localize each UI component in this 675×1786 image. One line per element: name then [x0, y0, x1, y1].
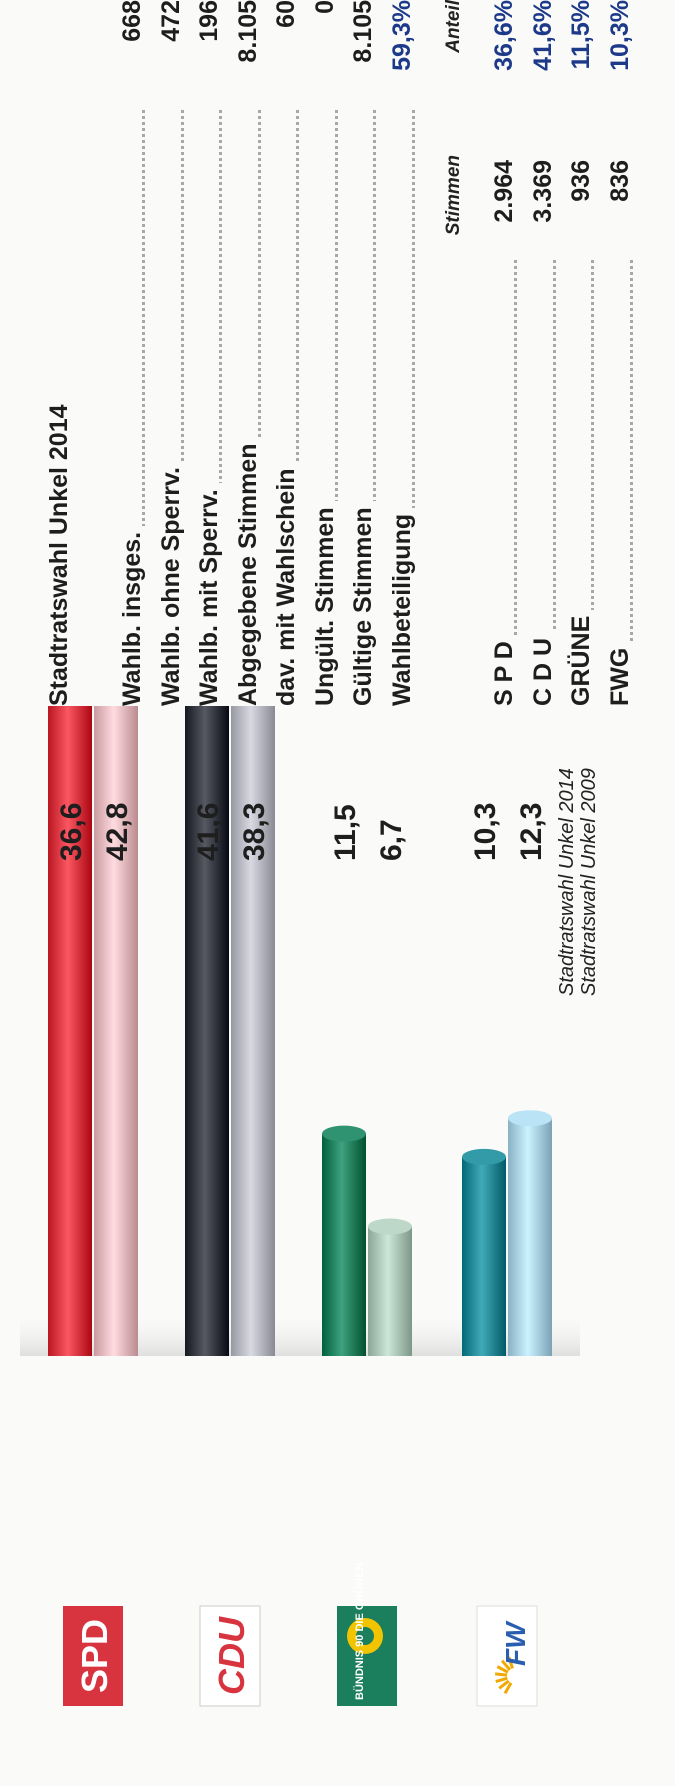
stat-row: Wahlbeteiligung 59,3%: [387, 0, 424, 706]
party-votes: 836: [605, 160, 635, 260]
stat-row: dav. mit Wahlschein 60: [272, 0, 308, 706]
party-votes: 2.964: [490, 160, 519, 260]
bar-grüne-2009: [368, 1226, 412, 1356]
logo-text: SPD: [74, 1619, 115, 1693]
party-label: S P D: [490, 635, 519, 706]
stat-value: 8.105: [349, 0, 378, 110]
bar-fwg-2009: [508, 1118, 552, 1356]
party-row: C D U 3.369 41,6%: [528, 0, 565, 706]
logo-fwg: FW: [476, 1605, 538, 1707]
party-row: S P D 2.964 36,6%: [490, 0, 526, 706]
stat-value: 8.105: [233, 0, 263, 110]
stat-label: Ungült. Stimmen: [310, 501, 340, 706]
value-label-cdu-2009: 38,3: [238, 803, 271, 861]
chart-floor: [20, 1316, 580, 1356]
party-logos: SPD CDU BÜNDNIS 90 DIE GRÜNEN FW: [63, 1562, 538, 1707]
party-label: GRÜNE: [567, 609, 596, 706]
bar-grüne-2014: [322, 1133, 366, 1356]
value-label-spd-2014: 36,6: [55, 803, 88, 861]
stat-label: dav. mit Wahlschein: [272, 462, 301, 706]
bar-spd-2014: [48, 706, 92, 1356]
legend: Stadtratswahl Unkel 2014 Stadtratswahl U…: [556, 768, 600, 996]
stat-row: Ungült. Stimmen 0: [310, 0, 347, 706]
logo-cdu: CDU: [199, 1605, 261, 1707]
party-share: 36,6%: [490, 0, 518, 71]
panel-title: Stadtratswahl Unkel 2014: [45, 404, 73, 706]
stat-label: Abgegebene Stimmen: [233, 437, 263, 706]
value-label-fwg-2014: 10,3: [469, 803, 502, 861]
legend-2014: Stadtratswahl Unkel 2014: [556, 768, 578, 996]
logo-text: FW: [500, 1620, 531, 1666]
value-labels: 36,6 42,8 41,6 38,3 11,5 6,7 10,3 12,3: [55, 803, 548, 861]
stat-value: 196: [195, 0, 224, 110]
stat-label: Wahlbeteiligung: [387, 507, 417, 706]
bar-chart: SPD CDU BÜNDNIS 90 DIE GRÜNEN FW 36,6 42,8 41…: [20, 706, 600, 1707]
party-share: 10,3%: [605, 0, 634, 71]
stat-row: Wahlb. mit Sperrv. 196: [195, 0, 231, 706]
party-share: 41,6%: [528, 0, 557, 71]
stat-row: Gültige Stimmen 8.105: [349, 0, 385, 706]
stat-label: Gültige Stimmen: [349, 501, 378, 706]
stat-value: 60: [272, 0, 301, 110]
stat-value: 0: [310, 0, 340, 110]
value-label-spd-2009: 42,8: [101, 803, 134, 861]
logo-grüne: BÜNDNIS 90 DIE GRÜNEN: [337, 1562, 397, 1706]
col-header-share: Anteil: [443, 0, 464, 53]
bar-cap: [508, 1110, 552, 1127]
value-label-fwg-2009: 12,3: [515, 803, 548, 861]
col-header-votes: Stimmen: [443, 155, 464, 236]
party-votes: 936: [567, 160, 596, 260]
stat-value: 472: [156, 0, 186, 110]
stat-row: Abgegebene Stimmen 8.105: [233, 0, 270, 706]
bar-fwg-2014: [462, 1156, 506, 1356]
value-label-grüne-2009: 6,7: [375, 819, 408, 861]
logo-spd: SPD: [63, 1606, 123, 1706]
dot-leader: [629, 260, 633, 706]
party-label: C D U: [528, 631, 558, 706]
party-share: 11,5%: [567, 0, 595, 70]
party-label: FWG: [605, 641, 635, 706]
bar-cap: [462, 1148, 506, 1165]
stat-label: Wahlb. mit Sperrv.: [195, 483, 224, 706]
stat-label: Wahlb. insges.: [118, 525, 147, 706]
logo-text: BÜNDNIS 90 DIE GRÜNEN: [353, 1562, 366, 1700]
stat-value: 59,3%: [387, 0, 417, 110]
stat-row: Wahlb. insges. 668: [118, 0, 154, 706]
bar-cdu-2014: [185, 706, 229, 1356]
stat-label: Wahlb. ohne Sperrv.: [156, 461, 186, 706]
bars: [48, 706, 552, 1356]
party-row: GRÜNE 936 11,5%: [567, 0, 603, 706]
bar-cdu-2009: [231, 706, 275, 1356]
logo-text: CDU: [211, 1616, 252, 1695]
bar-spd-2009: [94, 706, 138, 1356]
legend-2009: Stadtratswahl Unkel 2009: [578, 768, 600, 996]
stat-row: Wahlb. ohne Sperrv. 472: [156, 0, 193, 706]
bar-cap: [368, 1218, 412, 1235]
party-votes: 3.369: [528, 160, 558, 260]
value-label-cdu-2014: 41,6: [192, 803, 225, 861]
party-row: FWG 836 10,3%: [605, 0, 642, 706]
results-panel: Stadtratswahl Unkel 2014 Wahlb. insges. 6…: [0, 0, 675, 706]
value-label-grüne-2014: 11,5: [329, 804, 362, 861]
bar-cap: [322, 1125, 366, 1142]
stat-value: 668: [118, 0, 147, 110]
